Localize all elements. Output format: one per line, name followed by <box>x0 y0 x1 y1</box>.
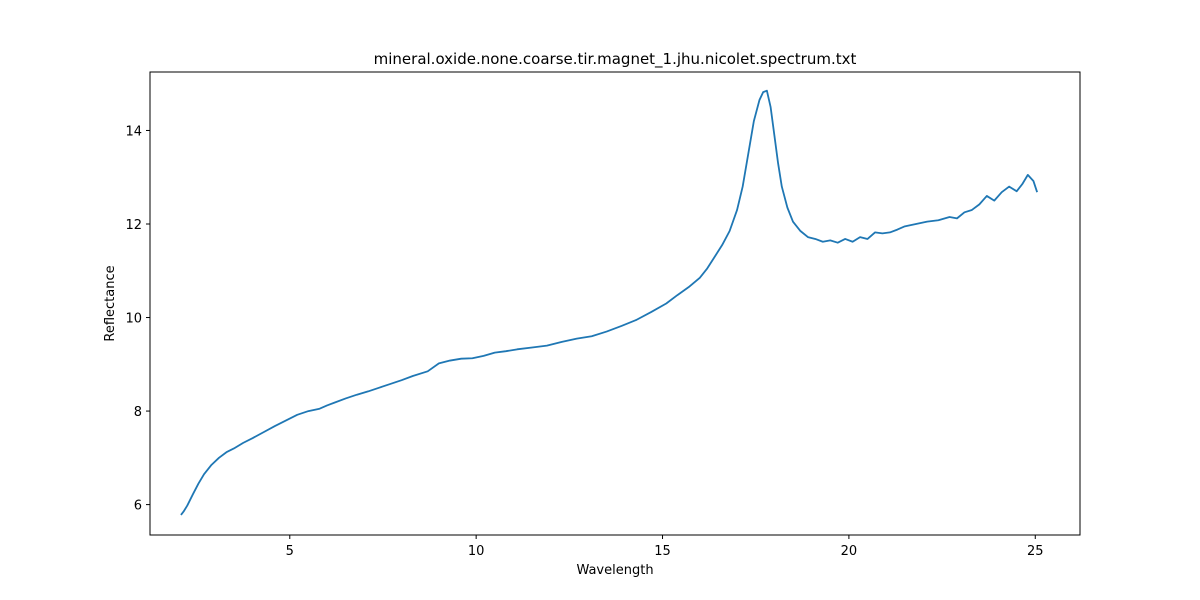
y-tick-label: 14 <box>125 124 142 139</box>
series-line-1 <box>180 89 1038 516</box>
plot-area-frame <box>149 71 1081 536</box>
y-tick-label: 6 <box>134 499 142 514</box>
chart-title: mineral.oxide.none.coarse.tir.magnet_1.j… <box>374 50 857 69</box>
x-axis-label: Wavelength <box>576 563 653 578</box>
x-tick-label: 15 <box>654 544 671 559</box>
y-tick-label: 10 <box>125 312 142 327</box>
x-tick-label: 10 <box>468 544 485 559</box>
y-tick-label: 12 <box>125 218 142 233</box>
x-axis: 5 10 15 20 25 <box>286 535 1044 559</box>
x-tick-label: 20 <box>841 544 858 559</box>
y-axis: 6 8 10 12 14 <box>125 124 150 514</box>
x-tick-label: 25 <box>1027 544 1044 559</box>
y-tick-label: 8 <box>134 405 142 420</box>
series-layer <box>180 89 1038 516</box>
x-tick-label: 5 <box>286 544 294 559</box>
y-axis-label: Reflectance <box>103 265 118 341</box>
